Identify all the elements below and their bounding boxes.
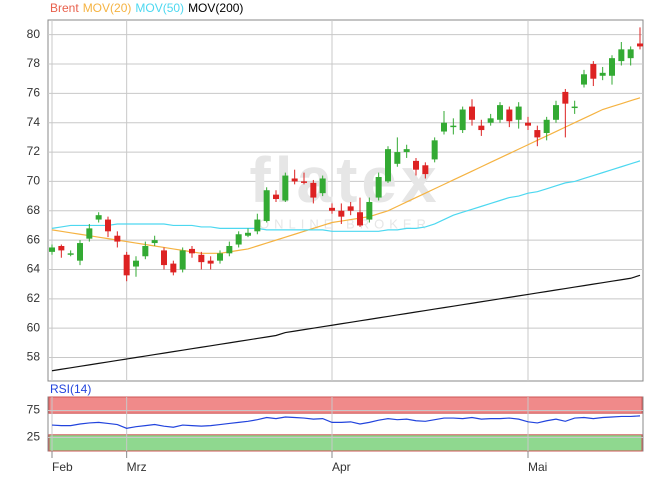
candle-body [310,182,317,198]
candle-body [599,72,606,76]
x-tick-label: Mai [528,460,547,474]
candle-body [95,215,102,220]
y-tick-label: 25 [27,430,41,444]
plot-area [47,19,644,382]
candle-body [609,58,615,76]
y-tick-label: 66 [27,232,41,246]
candle-body [581,74,587,85]
candle-body [226,245,233,254]
x-tick-label: Apr [332,460,351,474]
y-tick-label: 74 [27,115,41,129]
legend-entry: MOV(200) [188,1,243,15]
y-tick-label: 64 [27,262,41,276]
candle-body [385,149,391,182]
y-tick-label: 78 [27,56,41,70]
candle-body [282,175,289,201]
candle-body [562,91,569,104]
y-tick-label: 58 [27,350,41,364]
candle-body [422,165,429,175]
y-tick-label: 68 [27,203,41,217]
watermark: flatex [249,144,440,216]
candle-body [49,247,55,252]
candle-body [170,263,177,273]
candle-body [478,125,485,131]
candle-body [469,106,475,120]
y-tick-label: 70 [27,174,41,188]
candle-body [366,201,373,220]
candle-body [273,194,279,200]
candle-body [151,240,158,244]
candle-body [217,253,223,261]
candle-body [394,152,401,164]
candle-body [338,210,345,217]
candle-body [291,178,298,182]
candle-body [77,243,83,261]
candle-body [245,232,251,236]
candle-body [207,260,214,264]
candle-body [133,260,139,267]
legend-entry: MOV(50) [135,1,184,15]
candle-body [431,140,438,160]
legend-entry: MOV(20) [83,1,132,15]
candle-body [627,49,634,59]
candle-body [86,228,93,239]
candle-body [543,119,550,133]
candle-body [487,118,494,123]
y-tick-label: 80 [27,27,41,41]
candle-body [357,212,363,226]
candle-body [637,43,643,47]
candle-body [347,206,354,211]
candle-body [459,109,466,131]
candle-body [329,207,335,211]
line-series [51,415,641,429]
candle-body [198,254,205,263]
candle-body [403,149,410,153]
candle-body [497,105,503,120]
y-tick-label: 72 [27,144,41,158]
y-tick-label: 62 [27,291,41,305]
candle-body [161,250,167,266]
candle-body [189,248,195,254]
candle-body [263,190,270,222]
candle-body [58,245,65,251]
line-series [51,160,641,232]
candle-body [123,254,130,276]
candle-body [67,253,74,255]
y-tick-label: 76 [27,86,41,100]
legend-entry: RSI(14) [50,382,91,396]
candle-body [534,130,541,138]
line-series [51,97,641,254]
candle-body [413,160,419,170]
x-tick-label: Mrz [127,460,147,474]
candle-body [571,106,578,109]
y-tick-label: 60 [27,320,41,334]
legend-entry: Brent [50,1,79,15]
candle-body [450,125,457,128]
candle-body [179,250,186,270]
candle-body [142,245,149,257]
candle-body [525,122,531,126]
candle-body [375,177,382,198]
candle-body [515,106,522,120]
rsi-band [48,396,643,414]
rsi-band [48,434,643,452]
candle-body [590,64,597,79]
candle-body [105,219,111,232]
line-series [51,274,641,372]
candle-body [235,234,242,245]
candle-body [506,109,513,122]
candle-body [254,219,261,232]
candle-body [618,49,625,62]
y-tick-label: 75 [27,403,41,417]
candle-body [553,105,559,120]
watermark-sub: ONLINE BROKER [259,216,431,231]
x-tick-label: Feb [52,460,73,474]
candle-body [319,178,326,194]
candle-body [114,235,121,242]
candle-body [301,181,307,183]
candle-body [441,122,447,132]
